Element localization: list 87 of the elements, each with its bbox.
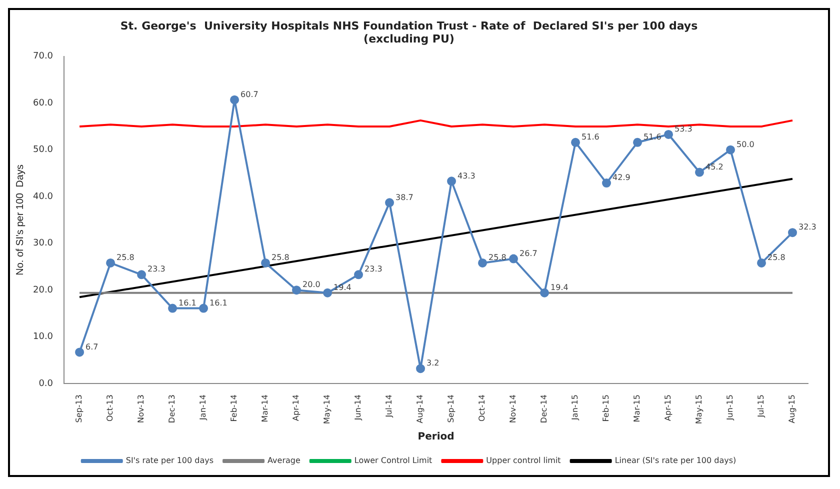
y-tick-label: 30.0 (32, 238, 54, 249)
x-tick-label: Jun-14 (354, 394, 363, 422)
point (261, 258, 270, 268)
x-tick-label: Oct-14 (478, 394, 487, 422)
point (168, 304, 178, 313)
point (199, 304, 208, 313)
x-tick-label: Apr-15 (664, 394, 673, 421)
point (664, 130, 674, 139)
data-label: 50.0 (736, 140, 754, 149)
data-label: 45.2 (706, 162, 724, 172)
data-label: 6.7 (86, 342, 98, 352)
data-label: 25.8 (272, 253, 290, 262)
legend-label: Linear (SI's rate per 100 days) (614, 456, 736, 466)
y-tick-label: 60.0 (32, 98, 54, 108)
x-tick-label: Oct-13 (106, 394, 115, 422)
y-tick-label: 50.0 (32, 145, 54, 156)
data-label: 60.7 (240, 90, 258, 99)
y-tick-label: 0.0 (38, 378, 54, 389)
data-label: 26.7 (520, 248, 538, 258)
legend-label: Upper control limit (486, 456, 561, 466)
legend-label: Lower Control Limit (354, 456, 432, 466)
data-label: 3.2 (426, 358, 440, 368)
data-label: 42.9 (612, 173, 630, 182)
x-tick-label: Dec-13 (168, 394, 177, 424)
x-tick-label: May-14 (322, 394, 332, 424)
x-tick-label: Jul-14 (384, 394, 394, 418)
y-axis-title: No. of SI's per 100 Days (14, 164, 26, 276)
x-tick-label: Mar-14 (260, 394, 270, 422)
data-label: 43.3 (458, 171, 476, 180)
x-tick-label: Aug-14 (416, 394, 425, 424)
y-tick-label: 20.0 (32, 285, 54, 296)
point (416, 364, 426, 374)
x-tick-label: Apr-14 (292, 394, 301, 421)
x-tick-label: Sep-13 (74, 394, 84, 423)
x-axis-title: Period (418, 432, 454, 443)
x-tick-label: Jan-14 (198, 394, 208, 421)
x-tick-label: Feb-14 (230, 394, 239, 422)
data-label: 25.8 (768, 253, 786, 262)
x-tick-label: Nov-13 (136, 394, 146, 424)
point (788, 228, 797, 238)
point (757, 258, 766, 268)
point (633, 138, 642, 147)
point (540, 288, 550, 298)
data-label: 38.7 (396, 192, 414, 202)
legend-label: SI's rate per 100 days (126, 456, 214, 466)
point (137, 270, 146, 280)
point (323, 288, 332, 298)
data-label: 51.6 (582, 132, 600, 142)
data-label: 16.1 (210, 298, 228, 308)
x-tick-label: Sep-14 (446, 394, 456, 423)
data-label: 53.3 (674, 124, 692, 134)
point (385, 198, 394, 208)
data-label: 25.8 (116, 253, 134, 262)
point (292, 286, 302, 295)
x-tick-label: Mar-15 (632, 394, 642, 422)
data-label: 23.3 (148, 264, 166, 274)
point (75, 348, 84, 357)
point (571, 138, 580, 147)
data-label: 32.3 (798, 222, 816, 232)
data-label: 20.0 (302, 280, 320, 290)
x-tick-label: Dec-14 (540, 394, 549, 424)
point (106, 258, 116, 268)
x-tick-label: Feb-15 (602, 394, 611, 422)
point (447, 176, 456, 186)
point (695, 168, 704, 177)
data-label: 16.1 (178, 298, 196, 308)
legend-label: Average (268, 456, 300, 466)
point (726, 145, 736, 154)
x-tick-label: Nov-14 (508, 394, 518, 424)
x-tick-label: Jan-15 (570, 394, 580, 421)
y-tick-label: 70.0 (32, 52, 54, 62)
data-label: 23.3 (364, 264, 382, 274)
data-label: 19.4 (550, 282, 568, 292)
point (354, 270, 364, 280)
y-tick-label: 10.0 (32, 332, 54, 342)
x-tick-label: Jun-15 (726, 394, 735, 422)
point (509, 254, 518, 264)
point (478, 258, 488, 268)
point (230, 95, 240, 104)
x-tick-label: May-15 (694, 394, 704, 424)
chart-subtitle: (excluding PU) (364, 32, 454, 46)
chart-title: St. George's University Hospitals NHS Foundation Trust - Rate of Declared SI's per 100 days (120, 19, 698, 32)
x-tick-label: Jul-15 (756, 394, 766, 418)
y-tick-label: 40.0 (32, 192, 54, 202)
point (602, 178, 612, 188)
x-tick-label: Aug-15 (788, 394, 797, 424)
data-label: 25.8 (488, 253, 506, 262)
